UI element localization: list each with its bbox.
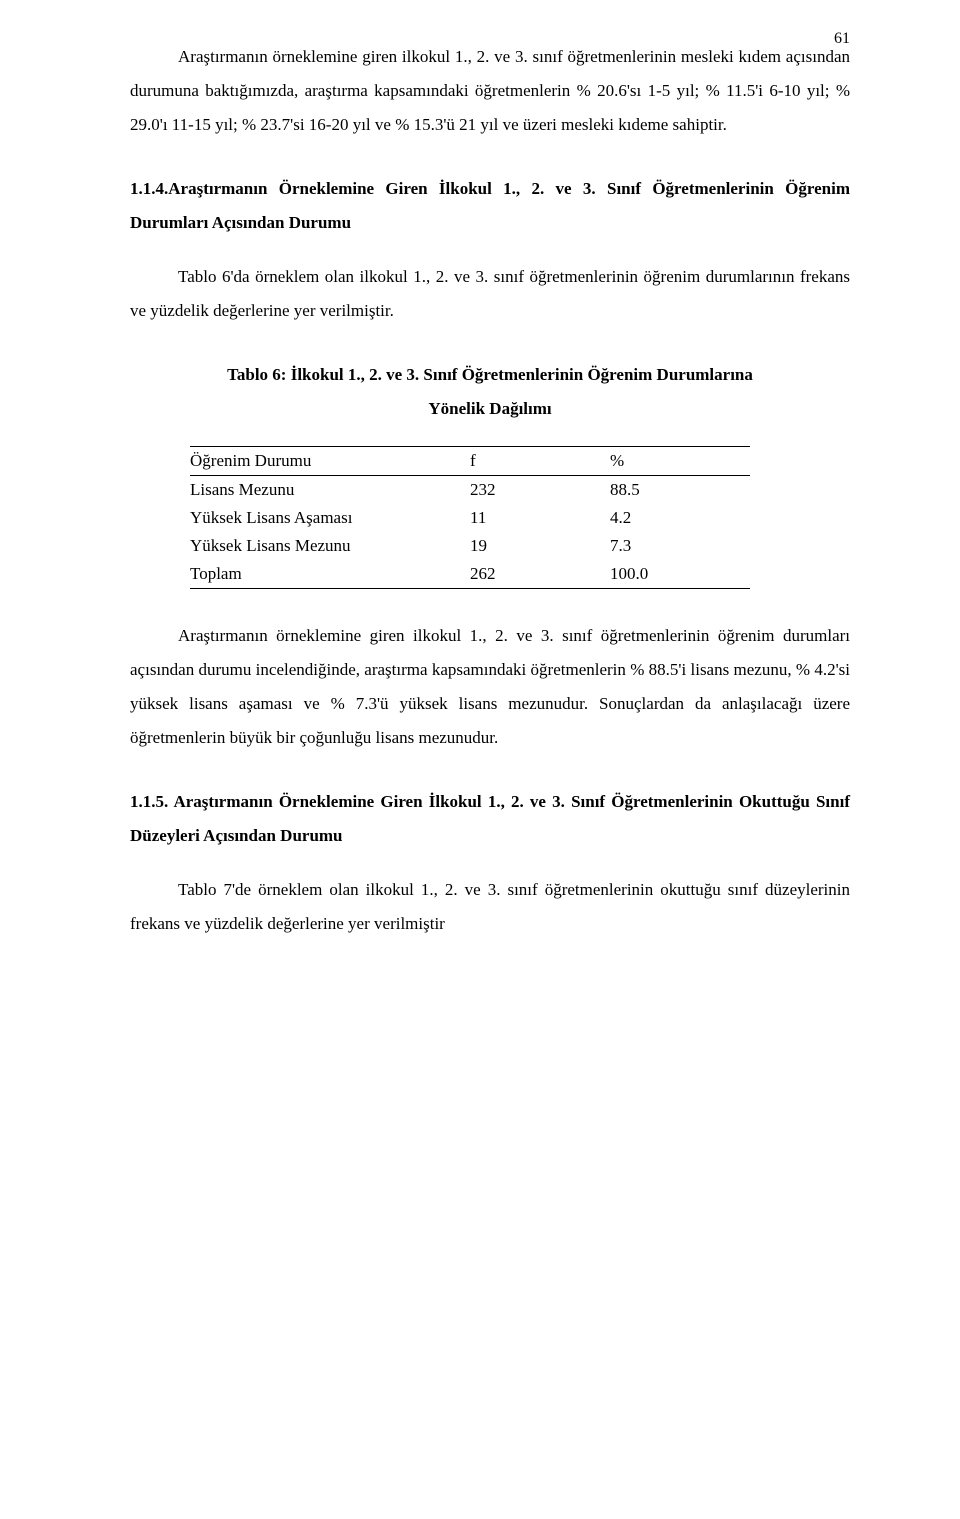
table6-cell: Yüksek Lisans Aşaması [190,504,470,532]
table6-cell: 262 [470,560,610,589]
table6-cell: 88.5 [610,476,750,505]
table6-cell: 4.2 [610,504,750,532]
table6-header-label: Öğrenim Durumu [190,447,470,476]
paragraph-table6-analysis: Araştırmanın örneklemine giren ilkokul 1… [130,619,850,755]
table6-cell: Yüksek Lisans Mezunu [190,532,470,560]
table-row: Yüksek Lisans Aşaması 11 4.2 [190,504,750,532]
table6-caption-line1: Tablo 6: İlkokul 1., 2. ve 3. Sınıf Öğre… [227,365,753,384]
table-row: Yüksek Lisans Mezunu 19 7.3 [190,532,750,560]
table6: Öğrenim Durumu f % Lisans Mezunu 232 88.… [190,446,750,589]
table-row: Lisans Mezunu 232 88.5 [190,476,750,505]
table6-cell: Lisans Mezunu [190,476,470,505]
table-row: Toplam 262 100.0 [190,560,750,589]
table6-cell: 11 [470,504,610,532]
section-heading-1-1-4: 1.1.4.Araştırmanın Örneklemine Giren İlk… [130,172,850,240]
table6-cell: 19 [470,532,610,560]
paragraph-table6-intro: Tablo 6'da örneklem olan ilkokul 1., 2. … [130,260,850,328]
page-number: 61 [834,30,850,48]
section-heading-1-1-5: 1.1.5. Araştırmanın Örneklemine Giren İl… [130,785,850,853]
table6-cell: 100.0 [610,560,750,589]
table-header-row: Öğrenim Durumu f % [190,447,750,476]
table6-cell: 7.3 [610,532,750,560]
page: 61 Araştırmanın örneklemine giren ilkoku… [0,0,960,1519]
table6-caption-line2: Yönelik Dağılımı [428,399,551,418]
table6-header-f: f [470,447,610,476]
paragraph-table7-intro: Tablo 7'de örneklem olan ilkokul 1., 2. … [130,873,850,941]
table6-cell: Toplam [190,560,470,589]
paragraph-intro: Araştırmanın örneklemine giren ilkokul 1… [130,40,850,142]
table6-caption: Tablo 6: İlkokul 1., 2. ve 3. Sınıf Öğre… [130,358,850,426]
table6-header-pct: % [610,447,750,476]
table6-cell: 232 [470,476,610,505]
